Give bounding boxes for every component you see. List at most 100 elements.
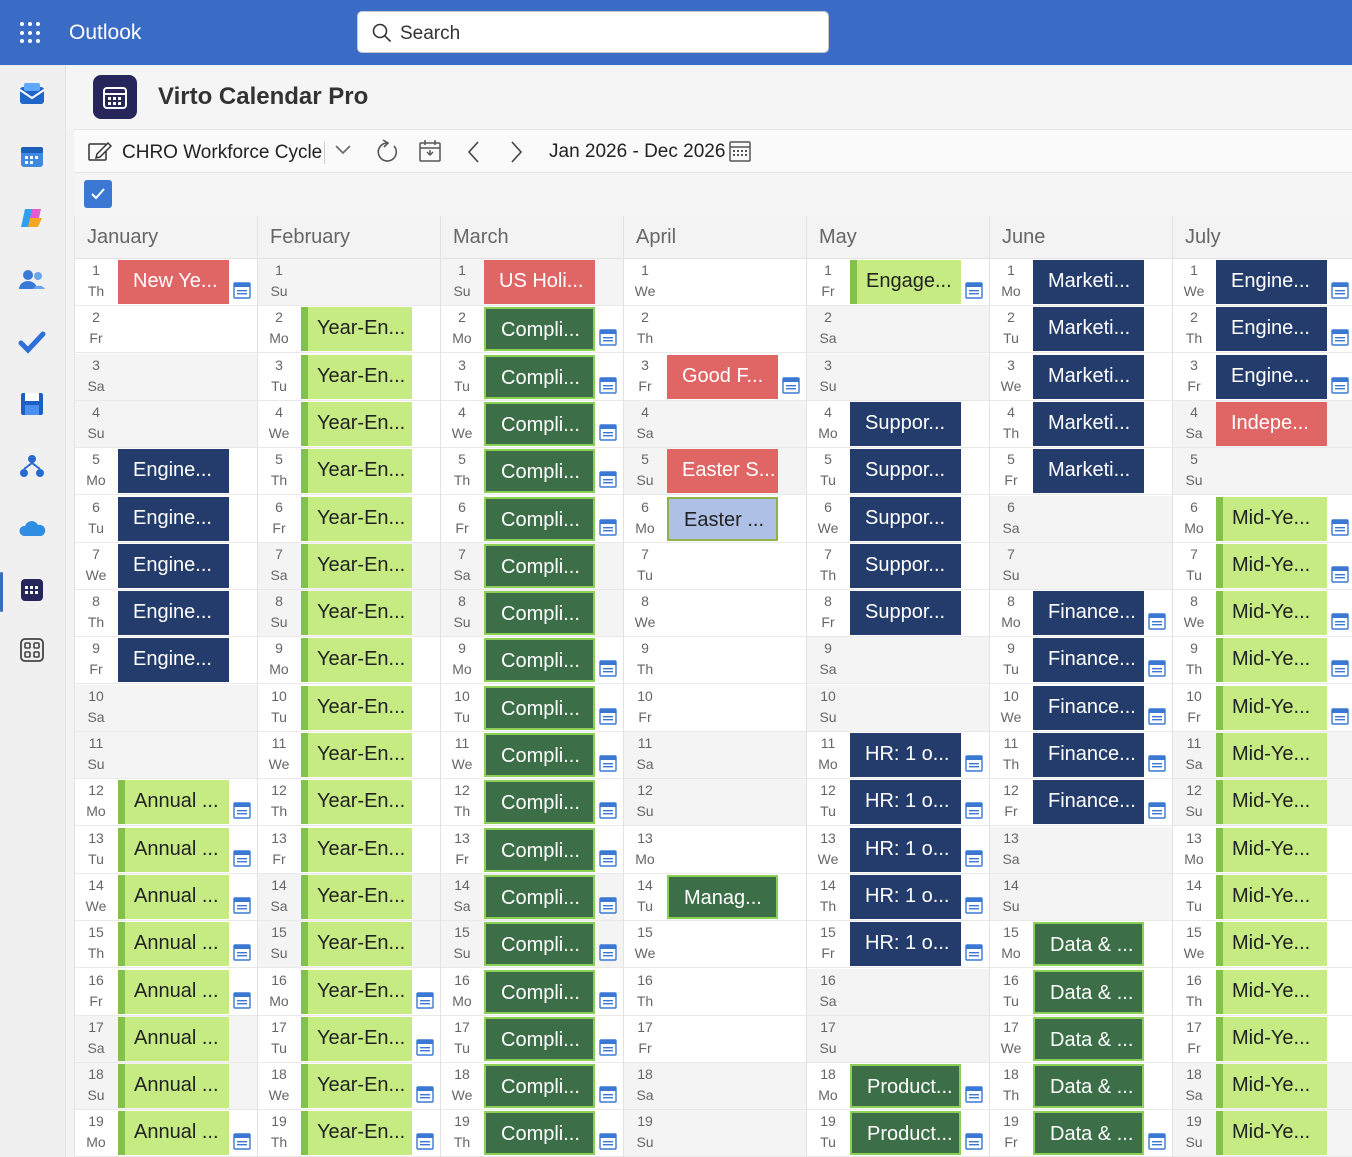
day-cell[interactable]: 12 Th Compli... — [441, 779, 624, 827]
day-cell[interactable]: 10 Fr Mid-Ye... — [1173, 685, 1352, 732]
chevron-right-icon[interactable] — [508, 140, 524, 164]
chevron-left-icon[interactable] — [466, 140, 482, 164]
day-cell[interactable]: 17 Tu Compli... — [441, 1016, 624, 1063]
org-icon[interactable] — [17, 451, 47, 481]
day-cell[interactable]: 15 Fr HR: 1 o... — [807, 921, 990, 969]
event-calendar-icon[interactable] — [599, 1038, 617, 1056]
event-chip[interactable]: Year-En... — [301, 1016, 412, 1061]
more-apps-icon[interactable] — [17, 635, 47, 665]
day-cell[interactable]: 1 Th New Ye... — [75, 259, 258, 306]
day-cell[interactable]: 14 Su — [990, 873, 1173, 921]
event-chip[interactable]: Product... — [850, 1064, 961, 1109]
event-calendar-icon[interactable] — [782, 376, 800, 394]
day-cell[interactable]: 7 Th Suppor... — [807, 543, 990, 590]
day-cell[interactable]: 16 Sa — [807, 968, 990, 1016]
month-header[interactable]: March — [441, 216, 624, 259]
event-calendar-icon[interactable] — [599, 423, 617, 441]
date-picker-icon[interactable] — [728, 139, 752, 163]
event-chip[interactable]: Data & ... — [1033, 1016, 1144, 1061]
day-cell[interactable]: 3 Sa — [75, 353, 258, 401]
event-chip[interactable]: Finance... — [1033, 685, 1144, 730]
day-cell[interactable]: 9 Tu Finance... — [990, 637, 1173, 685]
day-cell[interactable]: 12 Su — [624, 779, 807, 827]
day-cell[interactable]: 7 Su — [990, 542, 1173, 590]
day-cell[interactable]: 1 We — [624, 259, 807, 306]
event-chip[interactable]: Data & ... — [1033, 922, 1144, 967]
day-cell[interactable]: 15 Th Annual ... — [75, 921, 258, 969]
event-chip[interactable]: Marketi... — [1033, 354, 1144, 399]
day-cell[interactable]: 8 Su Year-En... — [258, 590, 441, 638]
event-chip[interactable]: Marketi... — [1033, 260, 1144, 304]
day-cell[interactable]: 13 Sa — [990, 826, 1173, 874]
event-chip[interactable]: Mid-Ye... — [1216, 1064, 1327, 1109]
event-chip[interactable]: Compli... — [484, 307, 595, 352]
event-calendar-icon[interactable] — [599, 707, 617, 725]
day-cell[interactable]: 14 Sa Year-En... — [258, 873, 441, 921]
event-chip[interactable]: HR: 1 o... — [850, 874, 961, 919]
calendar-icon[interactable] — [17, 141, 47, 171]
day-cell[interactable]: 13 Tu Annual ... — [75, 827, 258, 874]
event-chip[interactable]: Year-En... — [301, 780, 412, 825]
event-chip[interactable]: Compli... — [484, 638, 595, 683]
event-calendar-icon[interactable] — [233, 896, 251, 914]
event-chip[interactable]: Compli... — [484, 1064, 595, 1109]
day-cell[interactable]: 19 Fr Data & ... — [990, 1110, 1173, 1157]
event-chip[interactable]: Year-En... — [301, 401, 412, 446]
day-cell[interactable]: 16 Mo Compli... — [441, 969, 624, 1016]
event-chip[interactable]: Easter S... — [667, 449, 778, 494]
day-cell[interactable]: 13 Mo — [624, 827, 807, 874]
day-cell[interactable]: 4 Mo Suppor... — [807, 401, 990, 448]
day-cell[interactable]: 12 Su Mid-Ye... — [1173, 779, 1352, 827]
event-chip[interactable]: Engine... — [1216, 260, 1327, 304]
day-cell[interactable]: 18 We Compli... — [441, 1063, 624, 1111]
event-chip[interactable]: Compli... — [484, 780, 595, 825]
day-cell[interactable]: 3 Tu Year-En... — [258, 354, 441, 401]
event-chip[interactable]: Compli... — [484, 874, 595, 919]
event-calendar-icon[interactable] — [599, 470, 617, 488]
event-chip[interactable]: Finance... — [1033, 638, 1144, 683]
event-chip[interactable]: Annual ... — [118, 1111, 229, 1156]
day-cell[interactable]: 2 Fr — [75, 306, 258, 354]
event-chip[interactable]: Manag... — [667, 874, 778, 919]
event-chip[interactable]: Mid-Ye... — [1216, 591, 1327, 636]
chevron-down-icon[interactable] — [334, 144, 352, 156]
event-calendar-icon[interactable] — [1331, 659, 1349, 678]
day-cell[interactable]: 1 Su US Holi... — [441, 259, 624, 306]
event-chip[interactable]: Mid-Ye... — [1216, 780, 1327, 825]
event-chip[interactable]: Engage... — [850, 260, 961, 304]
day-cell[interactable]: 17 Fr — [624, 1016, 807, 1063]
event-chip[interactable]: Annual ... — [118, 827, 229, 872]
day-cell[interactable]: 9 Th — [624, 637, 807, 685]
event-calendar-icon[interactable] — [1148, 707, 1166, 725]
event-calendar-icon[interactable] — [965, 281, 983, 299]
event-chip[interactable]: Compli... — [484, 827, 595, 872]
search-input[interactable]: Search — [357, 11, 829, 53]
event-chip[interactable]: Suppor... — [850, 449, 961, 494]
day-cell[interactable]: 10 Sa — [75, 684, 258, 732]
day-cell[interactable]: 1 Fr Engage... — [807, 259, 990, 306]
event-chip[interactable]: Engine... — [118, 449, 229, 494]
month-header[interactable]: July — [1173, 216, 1352, 259]
event-chip[interactable]: Annual ... — [118, 1016, 229, 1061]
event-calendar-icon[interactable] — [599, 376, 617, 394]
day-cell[interactable]: 10 Fr — [624, 685, 807, 732]
event-chip[interactable]: Year-En... — [301, 827, 412, 872]
day-cell[interactable]: 8 Su Compli... — [441, 590, 624, 638]
event-chip[interactable]: Mid-Ye... — [1216, 922, 1327, 967]
event-calendar-icon[interactable] — [416, 1038, 434, 1056]
event-chip[interactable]: Product... — [850, 1111, 961, 1156]
day-cell[interactable]: 6 Mo Mid-Ye... — [1173, 496, 1352, 543]
event-chip[interactable]: Finance... — [1033, 780, 1144, 825]
day-cell[interactable]: 18 Mo Product... — [807, 1063, 990, 1111]
event-chip[interactable]: Engine... — [118, 496, 229, 541]
day-cell[interactable]: 19 Su Mid-Ye... — [1173, 1110, 1352, 1157]
event-calendar-icon[interactable] — [965, 896, 983, 914]
day-cell[interactable]: 9 Mo Compli... — [441, 637, 624, 685]
event-chip[interactable]: Marketi... — [1033, 307, 1144, 352]
day-cell[interactable]: 10 Su — [807, 684, 990, 732]
day-cell[interactable]: 2 Tu Marketi... — [990, 306, 1173, 354]
day-cell[interactable]: 17 We Data & ... — [990, 1016, 1173, 1063]
event-chip[interactable]: Compli... — [484, 496, 595, 541]
day-cell[interactable]: 5 Mo Engine... — [75, 448, 258, 496]
day-cell[interactable]: 18 We Year-En... — [258, 1063, 441, 1111]
